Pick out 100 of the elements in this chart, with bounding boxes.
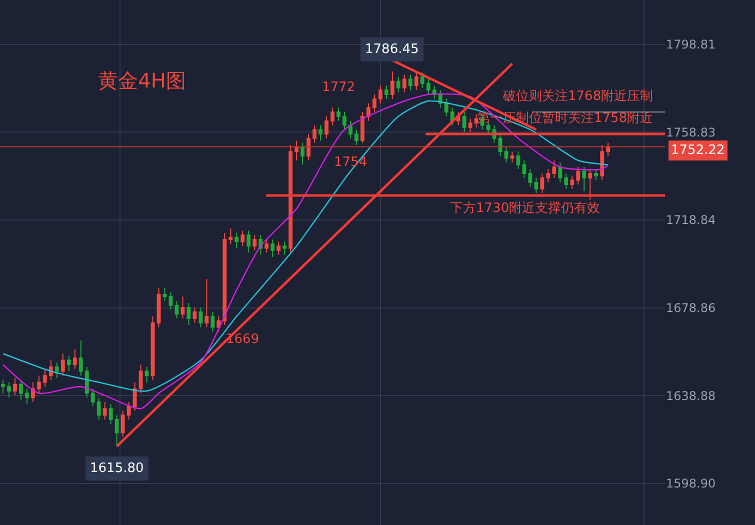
candlestick — [252, 234, 257, 251]
candlestick — [7, 382, 11, 398]
candlestick — [36, 375, 41, 394]
candlestick — [66, 355, 71, 372]
candlestick — [588, 168, 592, 200]
candlestick — [204, 278, 209, 328]
candlestick — [78, 340, 83, 376]
candlestick — [504, 146, 508, 164]
candlestick — [342, 112, 346, 130]
ref-line-label: 下方1730附近支撑仍有效 — [450, 200, 600, 216]
candlestick — [210, 311, 215, 332]
candlestick — [540, 173, 544, 194]
candlestick — [426, 78, 430, 95]
candlestick — [114, 414, 119, 447]
annotation: 1786.45 — [365, 42, 419, 57]
candlestick — [294, 140, 299, 161]
candlestick — [468, 118, 472, 132]
candlestick — [144, 366, 149, 383]
y-tick-label: 1798.81 — [666, 38, 716, 52]
candlestick — [42, 368, 47, 388]
candlestick — [120, 410, 125, 438]
annotation: 1772 — [322, 80, 356, 95]
candlestick — [132, 382, 137, 412]
candlestick — [306, 134, 310, 161]
candlestick — [528, 168, 532, 188]
y-tick-label: 1758.83 — [666, 125, 716, 140]
candlestick — [366, 102, 370, 122]
candlestick — [84, 366, 89, 398]
candlestick — [138, 364, 143, 394]
candlestick — [582, 166, 586, 192]
candlestick — [174, 300, 179, 320]
candlestick — [576, 166, 580, 186]
candlestick — [126, 401, 131, 420]
candlestick — [546, 168, 550, 183]
candlestick — [510, 151, 514, 164]
candlestick — [282, 241, 287, 256]
candlestick — [19, 380, 23, 400]
candlestick — [336, 107, 340, 122]
candlestick — [474, 114, 478, 128]
candlestick — [72, 348, 77, 370]
candlestick — [396, 76, 400, 93]
candlestick — [300, 142, 305, 166]
candlestick — [522, 160, 526, 178]
candlestick — [222, 232, 227, 326]
candlestick — [102, 401, 107, 420]
candlestick — [24, 388, 29, 405]
candlestick — [408, 74, 412, 91]
candlestick — [564, 173, 568, 190]
candlestick — [594, 168, 598, 181]
candlestick — [384, 85, 388, 100]
y-tick-label: 1678.86 — [666, 301, 716, 316]
y-tick-label: 1598.90 — [666, 476, 716, 491]
annotation: 1615.80 — [90, 461, 144, 476]
candlestick — [240, 230, 245, 247]
candlestick — [360, 112, 364, 144]
candlestick — [372, 94, 376, 113]
candlestick — [516, 151, 520, 170]
candlestick — [606, 142, 610, 156]
candlestick — [354, 129, 358, 146]
candlestick — [444, 98, 448, 117]
candlestick — [1, 380, 5, 394]
ref-line-label: 1752.22 — [671, 143, 725, 158]
candlestick — [162, 287, 167, 302]
candlestick — [558, 162, 562, 183]
candlestick — [312, 124, 316, 144]
candlestick — [318, 124, 322, 142]
candlestick — [96, 397, 101, 420]
candlestick — [402, 74, 406, 93]
candlestick — [288, 144, 293, 254]
candlestick — [192, 307, 197, 324]
candlestick — [168, 292, 173, 310]
candlestick — [186, 302, 191, 326]
y-tick-label: 1638.88 — [666, 388, 716, 403]
candlestick — [234, 232, 239, 249]
candlestick — [330, 107, 334, 126]
ref-line-label: 破位则关注1768附近压制 — [502, 89, 654, 104]
candlestick — [150, 316, 155, 381]
candlestick — [90, 388, 95, 407]
candlestick — [462, 112, 466, 132]
candlestick — [108, 404, 113, 424]
candlestick — [534, 177, 538, 194]
candlestick — [228, 228, 233, 244]
candlestick — [552, 160, 556, 178]
text: 黄金4H图 — [98, 68, 186, 92]
candlestick — [264, 238, 269, 254]
candlestick — [54, 362, 59, 378]
candlestick — [216, 316, 221, 332]
candlestick — [378, 85, 382, 104]
candlestick — [13, 377, 17, 396]
candlestick — [246, 230, 251, 254]
y-tick-label: 1718.84 — [666, 213, 716, 228]
candlestick — [180, 296, 185, 320]
candlestick — [414, 72, 418, 91]
annotation: 1669 — [226, 332, 260, 347]
candlestick — [60, 353, 65, 376]
candlestick — [348, 120, 352, 139]
candlestick — [420, 72, 424, 88]
candlestick — [156, 287, 161, 328]
candlestick — [324, 116, 328, 139]
candlestick — [270, 238, 275, 258]
